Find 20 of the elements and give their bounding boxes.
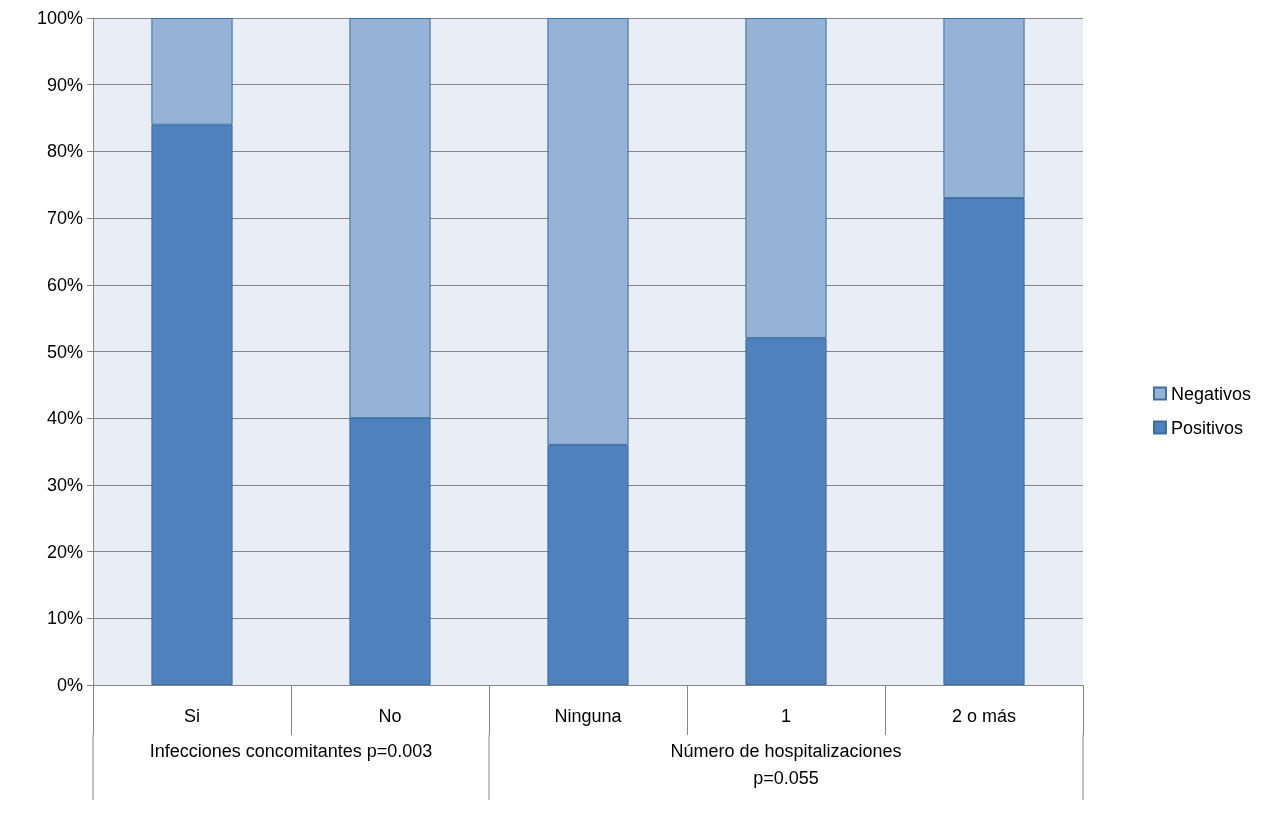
y-tick-label: 70%	[46, 208, 83, 229]
x-tick-label: Si	[183, 706, 201, 726]
y-tick-label: 40%	[46, 408, 83, 429]
legend-label: Negativos	[1170, 383, 1251, 404]
text: Número de hospitalizaciones p=0.055	[670, 740, 902, 788]
y-tick-label: 50%	[46, 341, 83, 362]
text: Infecciones concomitantes p=0.003	[149, 740, 433, 761]
x-tick-label: 1	[780, 706, 792, 726]
y-tick-label: 30%	[46, 474, 83, 495]
y-tick-label: 100%	[36, 8, 83, 28]
x-tick-label: 2 o más	[951, 706, 1017, 726]
y-tick-label: 80%	[46, 141, 83, 162]
y-tick-label: 10%	[46, 608, 83, 629]
y-tick-label: 90%	[46, 74, 83, 95]
y-tick-label: 0%	[56, 675, 83, 695]
y-tick-label: 20%	[46, 541, 83, 562]
x-tick-label: Ninguna	[554, 706, 623, 726]
y-tick-label: 60%	[46, 274, 83, 295]
legend-label: Positivos	[1170, 417, 1243, 438]
x-tick-label: No	[378, 706, 402, 726]
